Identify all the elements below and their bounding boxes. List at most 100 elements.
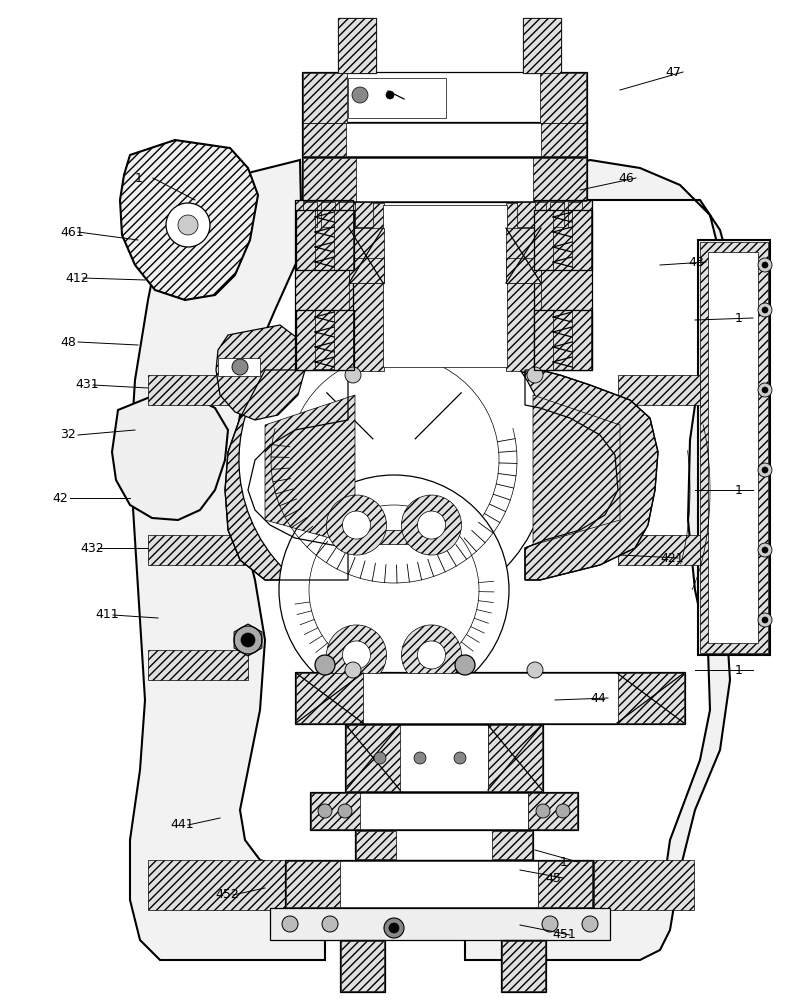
Text: 1: 1 (735, 664, 743, 676)
Text: 412: 412 (65, 271, 88, 284)
Circle shape (384, 918, 404, 938)
Bar (346, 123, 541, 156)
Text: 48: 48 (60, 336, 76, 349)
Polygon shape (265, 395, 355, 545)
Bar (502, 941, 545, 991)
Bar (303, 202, 317, 227)
Circle shape (414, 752, 426, 764)
Circle shape (527, 662, 543, 678)
Bar (302, 122, 587, 157)
Circle shape (342, 511, 371, 539)
Bar (295, 672, 685, 724)
Bar (532, 202, 546, 227)
Bar (538, 861, 592, 907)
Circle shape (386, 91, 394, 99)
Circle shape (315, 655, 335, 675)
Text: 1: 1 (735, 312, 743, 324)
Text: 46: 46 (618, 172, 634, 184)
Bar (532, 158, 586, 201)
Bar (618, 535, 700, 565)
Text: 411: 411 (95, 608, 118, 621)
Bar (356, 831, 396, 859)
Bar (285, 860, 593, 908)
Circle shape (279, 475, 509, 705)
Bar (296, 673, 364, 723)
Bar (534, 210, 592, 270)
Polygon shape (130, 160, 325, 960)
Circle shape (342, 641, 371, 669)
Circle shape (289, 355, 499, 565)
Bar (534, 310, 592, 370)
Circle shape (232, 359, 248, 375)
Bar (698, 240, 770, 655)
Bar (349, 258, 384, 283)
Circle shape (556, 804, 570, 818)
Bar (338, 18, 376, 73)
Bar (528, 793, 577, 829)
Bar (296, 210, 315, 270)
Bar (321, 202, 335, 227)
Bar (523, 18, 561, 73)
Circle shape (758, 543, 772, 557)
Circle shape (374, 752, 386, 764)
Bar (568, 202, 582, 227)
Bar (311, 793, 361, 829)
Polygon shape (225, 370, 348, 580)
Bar (492, 831, 532, 859)
Circle shape (527, 367, 543, 383)
Bar (303, 73, 347, 123)
Bar (506, 228, 541, 283)
Bar (534, 200, 592, 370)
Bar (296, 310, 354, 370)
Bar (534, 210, 553, 270)
Text: 461: 461 (60, 226, 84, 238)
Bar (363, 673, 618, 723)
Polygon shape (112, 395, 228, 520)
Bar (148, 535, 266, 565)
Bar (523, 18, 561, 73)
Circle shape (241, 633, 255, 647)
Text: 1: 1 (135, 172, 143, 184)
Circle shape (762, 617, 768, 623)
Bar (296, 210, 354, 270)
Bar (218, 358, 260, 376)
Bar (148, 375, 266, 405)
Circle shape (327, 625, 387, 685)
Circle shape (758, 258, 772, 272)
Text: 421: 421 (660, 552, 683, 564)
Bar (334, 210, 353, 270)
Bar (617, 673, 684, 723)
Bar (506, 258, 541, 283)
Circle shape (454, 752, 466, 764)
Bar (383, 205, 507, 367)
Circle shape (758, 463, 772, 477)
Bar (348, 78, 446, 118)
Text: 43: 43 (688, 255, 704, 268)
Polygon shape (525, 370, 658, 580)
Text: 431: 431 (75, 378, 99, 391)
Text: 1: 1 (560, 856, 568, 868)
Bar (295, 200, 353, 370)
Bar (339, 202, 353, 227)
Bar (501, 940, 546, 992)
Bar (354, 537, 434, 675)
Bar (295, 200, 353, 370)
Circle shape (762, 387, 768, 393)
Bar (360, 793, 528, 829)
Bar (540, 123, 586, 156)
Bar (506, 203, 541, 371)
Circle shape (178, 215, 198, 235)
Bar (618, 375, 700, 405)
Circle shape (318, 804, 332, 818)
Circle shape (758, 303, 772, 317)
Circle shape (758, 613, 772, 627)
Circle shape (536, 804, 550, 818)
Bar (346, 725, 401, 791)
Circle shape (327, 495, 387, 555)
Bar (700, 242, 768, 653)
Bar (534, 310, 553, 370)
Polygon shape (533, 395, 620, 545)
Text: 432: 432 (80, 542, 103, 554)
Circle shape (417, 641, 446, 669)
Circle shape (345, 662, 361, 678)
